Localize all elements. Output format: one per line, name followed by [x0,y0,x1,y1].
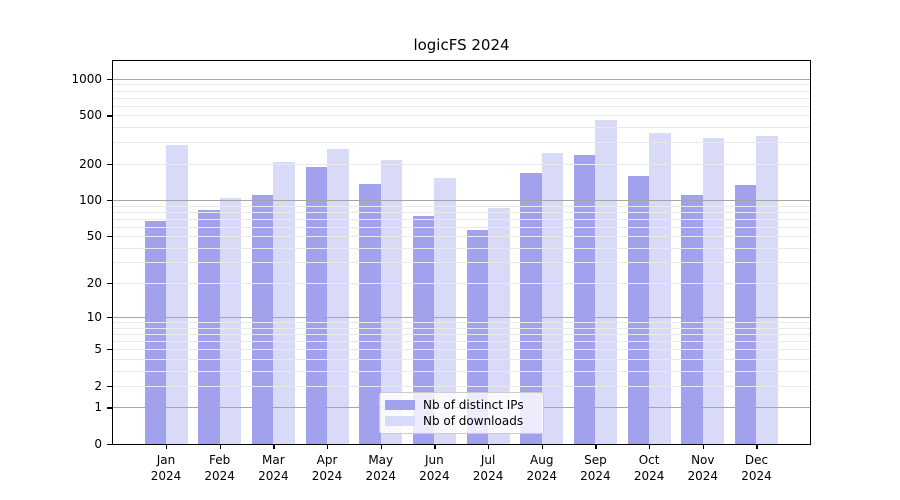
x-tick-mark [541,445,543,449]
bar-downloads [380,159,403,444]
y-tick-label: 200 [79,156,102,171]
x-tick-label: Aug 2024 [526,453,558,483]
y-tick-label: 100 [79,193,102,208]
y-tick-label: 5 [94,342,102,357]
legend-label-distinct-ips: Nb of distinct IPs [423,397,524,412]
x-tick-mark [166,445,168,449]
bar-downloads [327,149,349,444]
x-tick-label: Jul 2024 [472,453,504,483]
y-tick-label: 50 [86,229,102,244]
bar-distinct-ips [520,173,542,444]
y-tick-mark [107,163,113,165]
x-tick-label: Apr 2024 [311,453,343,483]
x-tick-mark [219,445,221,449]
y-tick-label: 20 [86,276,102,291]
legend-item-downloads: Nb of downloads [385,414,538,428]
x-tick-mark [380,445,382,449]
bar-distinct-ips [681,195,703,444]
y-tick-label: 0 [94,437,102,451]
bar-downloads [541,152,564,444]
gridline-minor [113,105,810,107]
bar-downloads [488,207,510,444]
x-tick-label: Mar 2024 [258,453,289,483]
y-tick-mark [107,407,113,409]
x-tick-label: Jun 2024 [419,453,450,483]
y-tick-label: 1000 [71,71,102,86]
x-tick-label: May 2024 [365,453,396,483]
gridline-minor [113,90,810,92]
x-tick-label: Oct 2024 [633,453,665,483]
gridline-minor [113,115,810,117]
y-tick-mark [107,115,113,117]
x-tick-mark [488,445,490,449]
y-tick-mark [107,283,113,285]
chart-title: logicFS 2024 [413,36,510,54]
legend-swatch-downloads [385,416,415,427]
bar-distinct-ips [144,220,166,444]
bar-distinct-ips [412,215,435,444]
bar-downloads [219,198,242,444]
x-tick-label: Sep 2024 [580,453,611,483]
y-tick-mark [107,317,113,319]
x-tick-mark [327,445,329,449]
y-tick-label: 10 [86,310,102,325]
x-tick-mark [273,445,275,449]
bar-downloads [166,144,188,444]
x-tick-label: Nov 2024 [687,453,719,483]
legend-label-downloads: Nb of downloads [423,414,524,429]
gridline-minor [113,84,810,86]
bar-downloads [273,162,295,444]
x-tick-mark [702,445,704,449]
x-tick-mark [649,445,651,449]
bar-downloads [756,135,778,444]
bar-distinct-ips [305,167,328,444]
x-tick-mark [595,445,597,449]
y-tick-mark [107,444,113,446]
bar-distinct-ips [359,183,381,444]
x-tick-label: Jan 2024 [150,453,182,483]
bar-distinct-ips [573,155,596,444]
legend-item-distinct-ips: Nb of distinct IPs [385,398,538,412]
y-tick-mark [107,200,113,202]
bar-distinct-ips [251,195,274,444]
legend: Nb of distinct IPs Nb of downloads [379,392,544,434]
gridline-minor [113,97,810,99]
bar-distinct-ips [734,185,757,444]
bar-downloads [649,132,671,444]
gridline-major [113,78,810,80]
y-tick-mark [107,385,113,388]
gridline-minor [113,127,810,129]
y-tick-label: 2 [94,378,102,393]
bar-downloads [595,119,617,444]
bar-distinct-ips [627,176,650,444]
y-tick-label: 1 [94,400,102,415]
y-tick-mark [107,78,113,80]
bar-downloads [434,177,456,444]
legend-swatch-distinct-ips [385,399,415,410]
x-tick-mark [756,445,758,449]
y-tick-mark [107,236,113,238]
y-tick-label: 500 [79,108,102,123]
bar-downloads [702,138,725,444]
x-tick-label: Dec 2024 [741,453,772,483]
x-tick-label: Feb 2024 [204,453,235,483]
bar-distinct-ips [198,209,220,444]
x-tick-mark [434,445,436,449]
y-tick-mark [107,349,113,351]
